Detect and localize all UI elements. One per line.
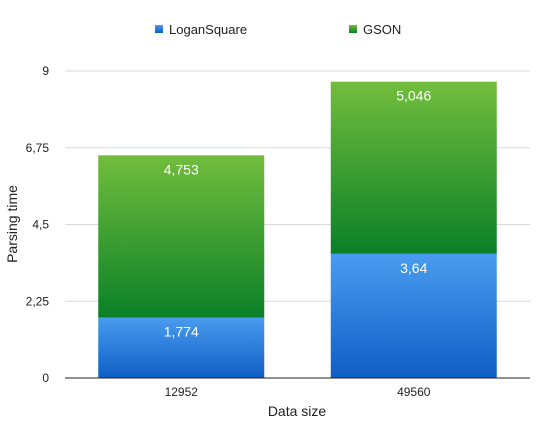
legend-swatch-logansquare: [155, 25, 163, 33]
y-tick-label: 0: [42, 371, 49, 385]
legend-swatch-gson: [349, 25, 357, 33]
data-label: 1,774: [164, 323, 199, 339]
y-tick-label: 2,25: [26, 294, 50, 308]
bar-gson: [330, 81, 497, 254]
bars: 1,774 4,753 3,64 5,046: [98, 81, 497, 378]
y-axis-title: Parsing time: [4, 185, 20, 263]
data-label: 5,046: [396, 88, 431, 104]
x-axis-ticks: 12952 49560: [165, 385, 431, 399]
legend-label-logansquare: LoganSquare: [169, 22, 247, 37]
data-label: 4,753: [164, 161, 199, 177]
y-axis-ticks: 0 2,25 4,5 6,75 9: [26, 64, 50, 385]
data-label: 3,64: [400, 260, 427, 276]
bar-logansquare: [98, 317, 265, 378]
x-tick-label: 12952: [165, 385, 199, 399]
bar-logansquare: [330, 253, 497, 378]
y-tick-label: 4,5: [32, 218, 49, 232]
x-tick-label: 49560: [397, 385, 431, 399]
legend-label-gson: GSON: [363, 22, 401, 37]
y-tick-label: 9: [42, 64, 49, 78]
bar-gson: [98, 155, 265, 318]
legend: LoganSquare GSON: [155, 22, 401, 37]
y-tick-label: 6,75: [26, 141, 50, 155]
x-axis-title: Data size: [268, 403, 327, 419]
